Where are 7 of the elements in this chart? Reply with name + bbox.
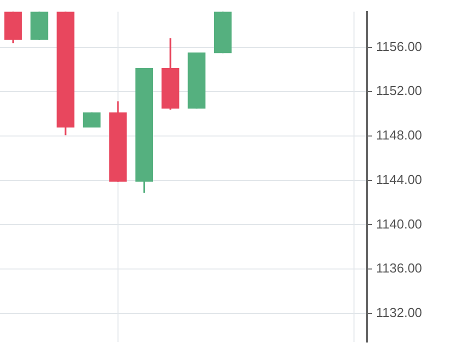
y-tick-label: 1156.00	[376, 38, 422, 54]
y-tick-label: 1148.00	[376, 128, 422, 143]
y-tick-label: 1136.00	[376, 260, 422, 276]
y-tick-label: 1132.00	[376, 304, 422, 320]
y-tick-label: 1144.00	[376, 172, 422, 187]
y-tick-label: 1140.00	[376, 216, 422, 232]
y-tick-label: 1152.00	[376, 83, 422, 98]
